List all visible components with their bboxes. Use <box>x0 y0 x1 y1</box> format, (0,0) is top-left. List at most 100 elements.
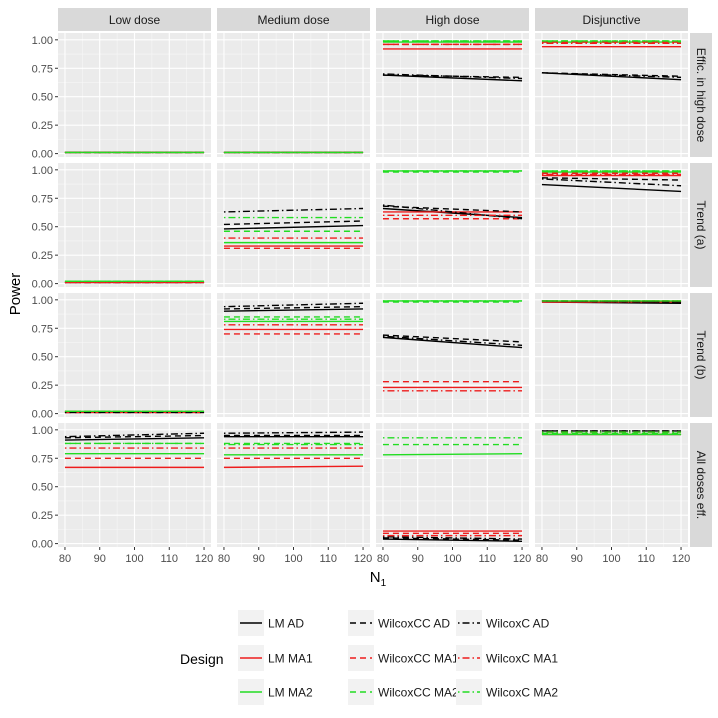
row-strip-bg <box>690 293 712 417</box>
series-line-lm-ad <box>541 183 682 193</box>
legend-item: WilcoxCC MA2 <box>348 679 459 705</box>
row-strip: Trend (a) <box>690 163 712 287</box>
x-tick-label: 120 <box>513 553 531 565</box>
row-strip-bg <box>690 33 712 157</box>
series-line-lm-ad <box>64 437 205 441</box>
series-line-wc-ad <box>223 431 364 434</box>
x-tick-label: 80 <box>59 553 71 565</box>
x-tick-label: 100 <box>284 553 302 565</box>
row-strip: All doses eff. <box>690 423 712 547</box>
x-tick-label: 80 <box>218 553 230 565</box>
legend-item: WilcoxC MA2 <box>456 679 558 705</box>
facet-panel <box>58 293 211 417</box>
legend-label: WilcoxC MA1 <box>486 652 558 666</box>
legend-item: LM MA1 <box>238 645 313 671</box>
x-axis-title: N1 <box>370 569 387 589</box>
row-strip-label: Trend (a) <box>694 201 708 250</box>
column-strip: Medium dose <box>217 8 370 31</box>
series-line-wc-ad <box>382 73 523 80</box>
row-strip: Effic. in high dose <box>690 33 712 157</box>
facet-panel <box>376 423 529 547</box>
facet-panel <box>58 163 211 287</box>
x-tick-label: 90 <box>571 553 583 565</box>
legend-label: WilcoxCC MA1 <box>378 652 459 666</box>
legend-label: WilcoxC AD <box>486 617 550 631</box>
series-line-wcc-ad <box>541 177 682 181</box>
column-strip: High dose <box>376 8 529 31</box>
x-axis-title-main: N <box>370 569 381 586</box>
legend-item: LM AD <box>238 610 304 636</box>
series-line-lm-ma2 <box>382 453 523 456</box>
series-line-wc-ad <box>223 302 364 308</box>
y-tick-label: 0.75 <box>32 453 53 465</box>
series-line-wc-ad <box>382 204 523 220</box>
facet-panel <box>217 423 370 547</box>
facet-panel <box>217 293 370 417</box>
row-strip: Trend (b) <box>690 293 712 417</box>
facet-panel <box>535 423 688 547</box>
y-tick-label: 0.75 <box>32 63 53 75</box>
facet-panel <box>376 33 529 157</box>
x-tick-label: 80 <box>377 553 389 565</box>
facet-panel <box>58 33 211 157</box>
row-strip-bg <box>690 163 712 287</box>
y-tick-label: 0.50 <box>32 222 53 234</box>
x-tick-label: 120 <box>672 553 690 565</box>
y-tick-label: 0.50 <box>32 482 53 494</box>
column-strip-bg <box>217 8 370 31</box>
facet-panel <box>376 293 529 417</box>
y-tick-label: 1.00 <box>32 425 53 437</box>
column-strip-label: Low dose <box>109 13 161 27</box>
column-strip: Low dose <box>58 8 211 31</box>
series-line-lm-ad <box>223 224 364 230</box>
x-tick-label: 90 <box>253 553 265 565</box>
series-line-wcc-ad <box>223 220 364 226</box>
x-tick-label: 100 <box>443 553 461 565</box>
x-tick-label: 110 <box>160 553 178 565</box>
column-strip-bg <box>58 8 211 31</box>
column-strip-label: High dose <box>425 13 479 27</box>
x-tick-label: 100 <box>125 553 143 565</box>
y-tick-label: 1.00 <box>32 165 53 177</box>
legend-title: Design <box>180 651 224 667</box>
series-line-wcc-ad <box>382 537 523 541</box>
column-strip-bg <box>535 8 688 31</box>
facet-panel <box>535 293 688 417</box>
y-tick-label: 0.00 <box>32 149 53 161</box>
y-axis-title: Power <box>7 273 24 316</box>
facet-panel <box>376 163 529 287</box>
x-tick-label: 110 <box>637 553 655 565</box>
legend-item: WilcoxCC AD <box>348 610 450 636</box>
legend-label: WilcoxCC AD <box>378 617 450 631</box>
y-tick-label: 0.50 <box>32 352 53 364</box>
column-strip: Disjunctive <box>535 8 688 31</box>
series-line-wcc-ad <box>223 305 364 310</box>
y-tick-label: 0.25 <box>32 510 53 522</box>
series-line-wc-ad <box>64 432 205 438</box>
y-tick-label: 0.00 <box>32 539 53 551</box>
row-strip-label: All doses eff. <box>694 451 708 519</box>
series-line-wc-ad <box>541 72 682 79</box>
y-tick-label: 0.25 <box>32 380 53 392</box>
x-tick-label: 110 <box>319 553 337 565</box>
series-line-wc-ad <box>382 335 523 347</box>
y-tick-label: 0.00 <box>32 409 53 421</box>
x-tick-label: 100 <box>602 553 620 565</box>
x-tick-label: 90 <box>94 553 106 565</box>
legend: Design LM AD LM MA1 LM MA2 WilcoxCC AD Wilcox… <box>180 610 558 705</box>
series-line-lm-ad <box>382 336 523 349</box>
legend-item: LM MA2 <box>238 679 313 705</box>
y-tick-label: 0.50 <box>32 92 53 104</box>
y-tick-label: 0.75 <box>32 323 53 335</box>
series-line-wcc-ad <box>64 434 205 439</box>
y-tick-label: 0.00 <box>32 279 53 291</box>
x-tick-label: 120 <box>195 553 213 565</box>
row-strip-bg <box>690 423 712 547</box>
y-tick-label: 0.25 <box>32 120 53 132</box>
series-line-wc-ad <box>382 536 523 540</box>
series-line-lm-ma1 <box>223 465 364 469</box>
legend-item: WilcoxC AD <box>456 610 550 636</box>
facet-grid: Low dose Medium dose High dose Disjunctive E… <box>32 8 712 565</box>
series-line-wc-ad <box>541 178 682 187</box>
